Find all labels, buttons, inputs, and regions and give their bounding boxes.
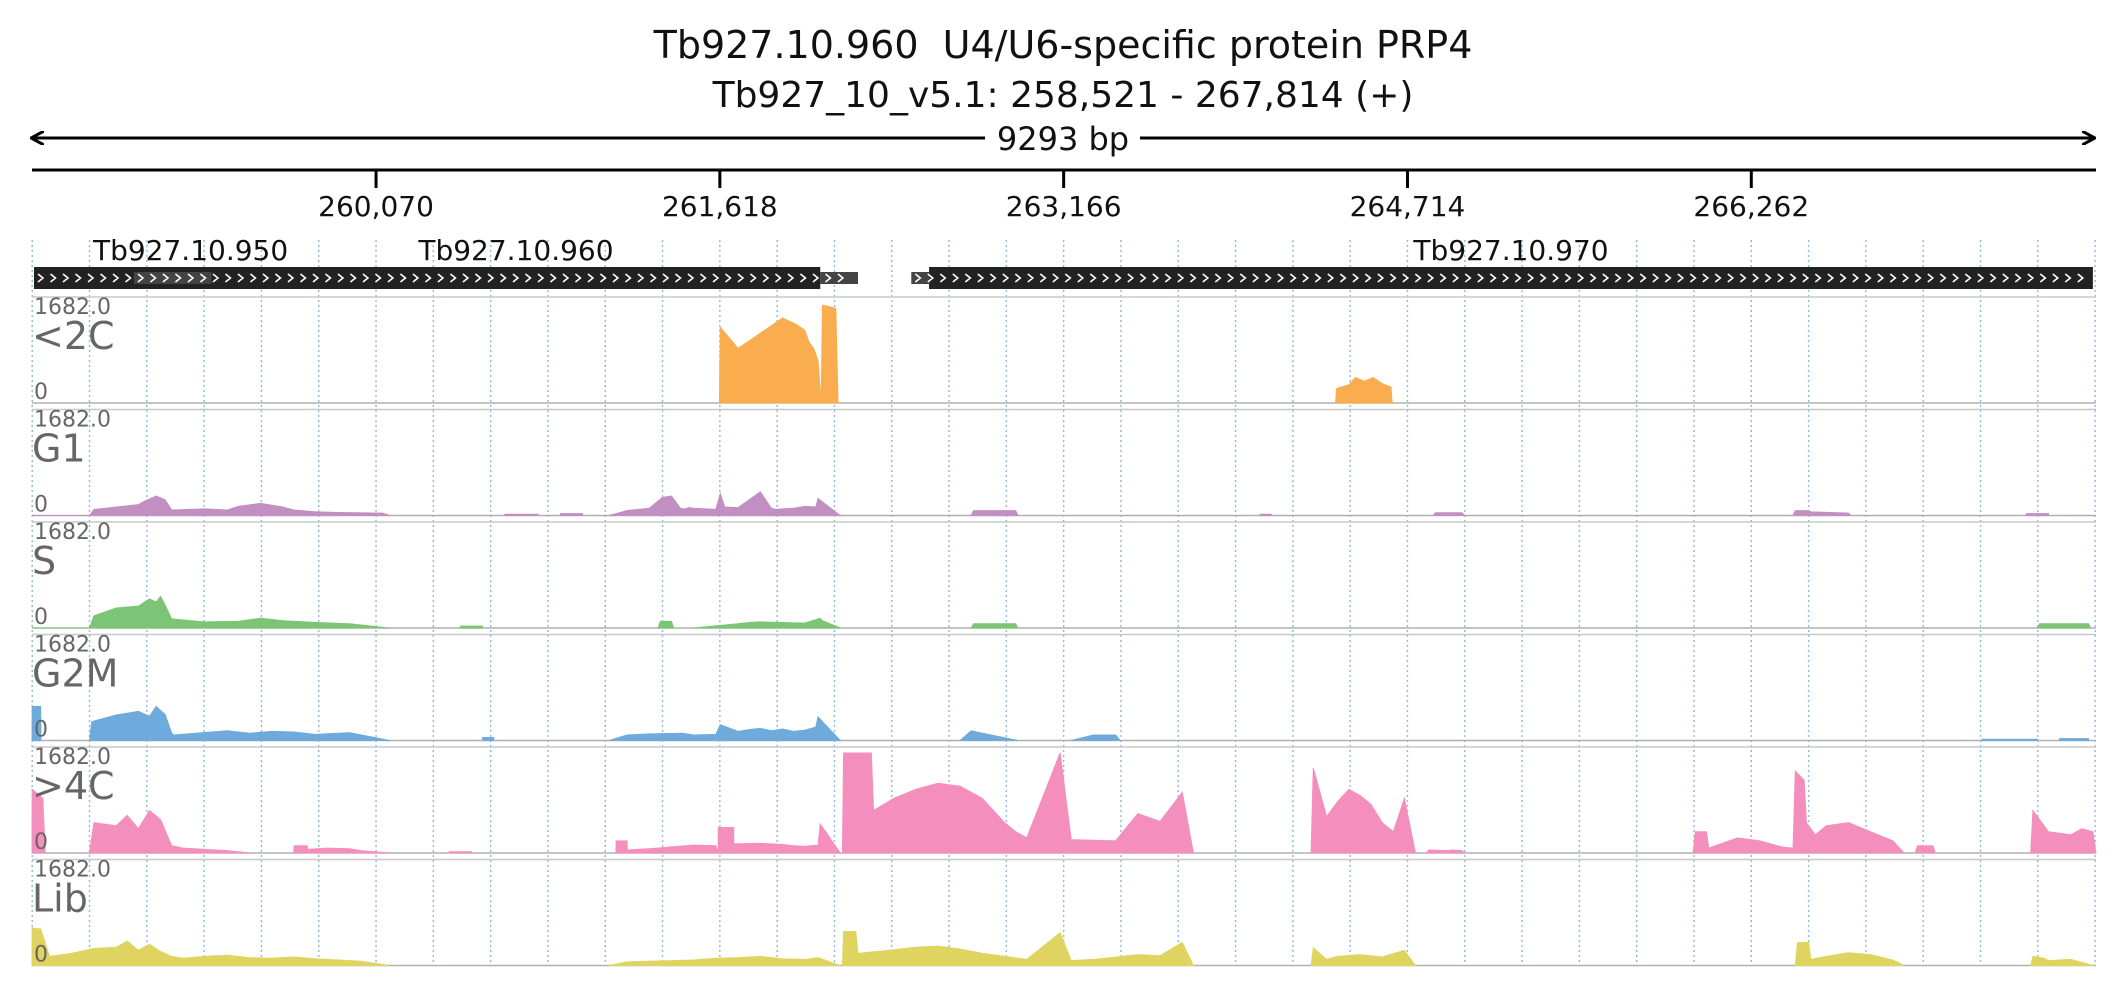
gene-cds — [211, 267, 821, 289]
track-max-label: 1682.0 — [34, 295, 111, 320]
coverage-area — [559, 513, 584, 516]
coverage-area — [1794, 941, 1905, 966]
coverage-area — [2030, 809, 2097, 854]
track-min-label: 0 — [34, 493, 48, 518]
coverage-area — [293, 845, 390, 854]
track-min-label: 0 — [34, 380, 48, 405]
x-axis-ticks: 260,070 261,618 263,166 264,714 266,262 — [318, 170, 1809, 223]
track-max-label: 1682.0 — [34, 520, 111, 545]
coverage-area — [1259, 513, 1272, 516]
coverage-tracks: 1682.0<2C01682.0G101682.0S01682.0G2M0168… — [31, 295, 2097, 968]
track-name-label: S — [32, 539, 56, 583]
gene-models: Tb927.10.950 Tb927.10.960 Tb927.10.970 — [33, 234, 2093, 289]
track-name-label: G1 — [32, 427, 86, 471]
gene-utr — [133, 272, 212, 284]
coverage-area — [958, 730, 1019, 741]
coverage-area — [970, 623, 1019, 629]
track-name-label: Lib — [32, 877, 88, 921]
coverage-area — [32, 495, 390, 516]
coverage-area — [2030, 955, 2094, 966]
coverage-area — [609, 491, 842, 516]
coverage-track: 1682.0S 0 — [32, 520, 2096, 630]
track-min-label: 0 — [34, 718, 48, 743]
coverage-area — [31, 927, 390, 966]
coverage-area — [1071, 734, 1122, 741]
x-tick-label: 266,262 — [1693, 190, 1809, 223]
chart-title: Tb927.10.960 U4/U6-specific protein PRP4 — [653, 23, 1473, 67]
coverage-area — [609, 955, 841, 966]
coverage-area — [482, 736, 495, 741]
gene-label: Tb927.10.960 — [417, 234, 613, 267]
track-max-label: 1682.0 — [34, 408, 111, 433]
coverage-area — [459, 625, 484, 629]
coverage-track: 1682.0<2C 0 — [32, 295, 2096, 405]
coverage-area — [2025, 513, 2049, 516]
track-min-label: 0 — [34, 830, 48, 855]
span-label: 9293 bp — [997, 120, 1129, 158]
coverage-area — [1432, 512, 1466, 516]
coverage-area — [1692, 769, 1906, 854]
track-min-label: 0 — [34, 605, 48, 630]
x-tick-label: 260,070 — [318, 190, 434, 223]
x-tick-label: 263,166 — [1006, 190, 1122, 223]
coverage-area — [841, 752, 1194, 854]
coverage-area — [31, 706, 42, 741]
track-max-label: 1682.0 — [34, 633, 111, 658]
gene-cds — [929, 267, 2093, 289]
track-min-label: 0 — [34, 943, 48, 968]
coverage-area — [88, 705, 390, 741]
coverage-area — [1792, 510, 1852, 516]
x-tick-label: 261,618 — [662, 190, 778, 223]
track-name-label: G2M — [32, 652, 118, 696]
coverage-area — [31, 788, 46, 854]
coverage-area — [1425, 849, 1466, 854]
track-name-label: >4C — [32, 764, 115, 808]
coverage-area — [504, 513, 539, 516]
coverage-area — [718, 304, 841, 404]
coverage-area — [693, 617, 841, 629]
coverage-area — [1914, 845, 1936, 854]
coverage-area — [88, 809, 250, 854]
chart-subtitle: Tb927_10_v5.1: 258,521 - 267,814 (+) — [712, 75, 1414, 116]
gene-model[interactable]: Tb927.10.960 — [133, 234, 858, 289]
coverage-area — [1310, 767, 1417, 854]
coverage-area — [2036, 623, 2092, 629]
coverage-area — [615, 822, 842, 854]
coverage-area — [657, 620, 675, 629]
coverage-area — [1981, 738, 2038, 741]
chart-header: Tb927.10.960 U4/U6-specific protein PRP4… — [32, 23, 2096, 172]
strand-arrows — [914, 273, 2085, 283]
gene-label: Tb927.10.970 — [1412, 234, 1608, 267]
coverage-track: 1682.0G1 0 — [32, 408, 2096, 518]
strand-arrows — [137, 273, 845, 283]
track-max-label: 1682.0 — [34, 745, 111, 770]
coverage-area — [2059, 738, 2089, 741]
coverage-area — [970, 510, 1019, 516]
grid-lines — [31, 240, 2096, 964]
coverage-area — [609, 715, 842, 741]
coverage-area — [32, 595, 390, 629]
track-max-label: 1682.0 — [34, 858, 111, 883]
gene-model[interactable]: Tb927.10.970 — [911, 234, 2093, 289]
coverage-area — [1334, 376, 1393, 404]
gene-label: Tb927.10.950 — [92, 234, 288, 267]
coverage-area — [1310, 946, 1417, 966]
coverage-area — [448, 851, 473, 854]
track-name-label: <2C — [32, 314, 115, 358]
coverage-area — [841, 931, 1195, 966]
x-tick-label: 264,714 — [1350, 190, 1466, 223]
coverage-track: 1682.0>4C 0 — [31, 745, 2097, 855]
gene-utr — [820, 272, 858, 284]
